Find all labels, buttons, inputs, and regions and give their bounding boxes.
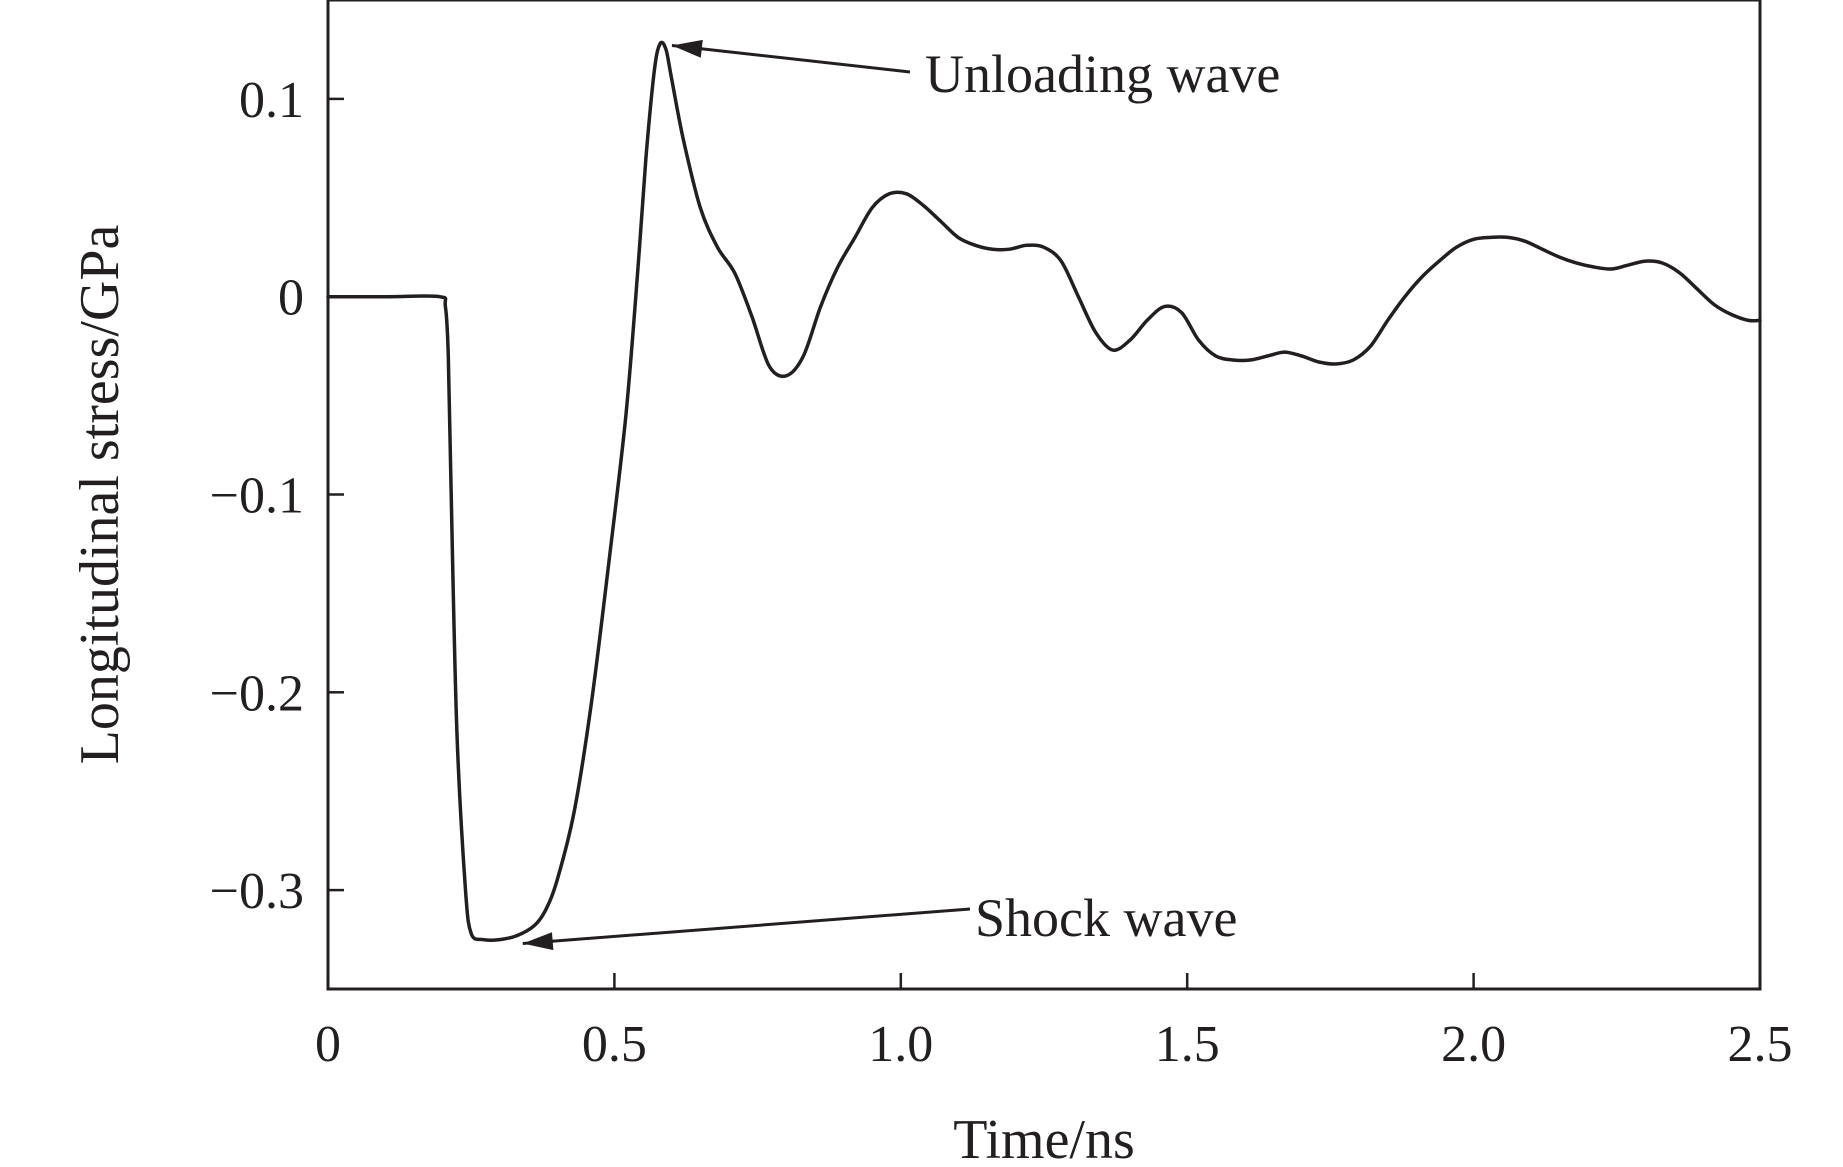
x-tick-label: 2.5 — [1728, 1016, 1793, 1073]
y-tick-label: −0.1 — [210, 468, 304, 525]
y-tick-label: −0.3 — [210, 863, 304, 920]
y-tick-label: 0 — [278, 270, 304, 327]
x-tick-label: 0.5 — [582, 1016, 647, 1073]
annotation-arrow — [522, 907, 971, 946]
x-tick-label: 1.0 — [868, 1016, 933, 1073]
x-axis-title: Time/ns — [953, 1109, 1135, 1167]
x-tick-label: 1.5 — [1155, 1016, 1220, 1073]
annotation-label: Unloading wave — [925, 44, 1280, 104]
y-axis: 0.1 0 −0.1 −0.2 −0.3 — [210, 72, 344, 920]
y-tick-label: 0.1 — [239, 72, 304, 129]
y-axis-title: Longitudinal stress/GPa — [69, 224, 131, 764]
x-axis: 0 0.5 1.0 1.5 2.0 2.5 — [315, 973, 1793, 1073]
series-line-longitudinal-stress — [326, 40, 1762, 942]
annotation-arrow-head — [522, 932, 554, 951]
y-tick-label: −0.2 — [210, 665, 304, 722]
annotations: Unloading wave Shock wave — [522, 39, 1280, 951]
annotation-arrow-head — [671, 39, 703, 58]
annotation-label: Shock wave — [975, 888, 1237, 948]
x-tick-label: 0 — [315, 1016, 341, 1073]
plot-frame — [326, 0, 1762, 991]
x-tick-label: 2.0 — [1441, 1016, 1506, 1073]
annotation-arrow — [671, 44, 911, 74]
